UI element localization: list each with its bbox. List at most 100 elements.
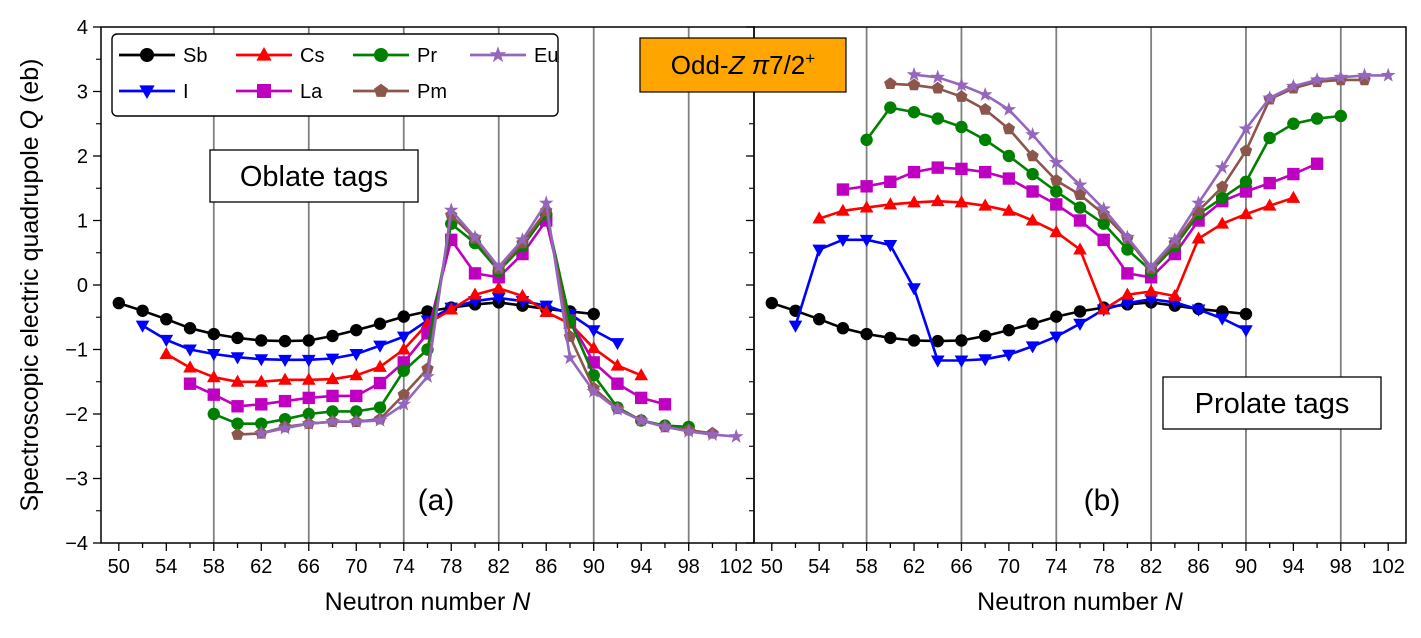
data-point-i [610, 338, 625, 351]
data-point-la [860, 180, 873, 193]
legend-marker [489, 46, 507, 63]
data-point-pm [397, 388, 410, 400]
data-point-pr [1239, 175, 1253, 188]
panels: 50 54 58 62 66 70 74 78 82 86 90 94 98 102 −4 −3 −2 −1 0 1 2… [65, 17, 1407, 616]
title-frac: 7/2 [769, 50, 805, 80]
data-point-cs [515, 288, 530, 301]
data-point-pr [1334, 109, 1348, 123]
legend-marker [257, 84, 271, 98]
data-point-cs [1049, 224, 1064, 238]
legend-label: Cs [300, 45, 324, 67]
data-point-i [278, 354, 292, 367]
x-tick-label: 70 [345, 556, 367, 578]
data-point-pr [955, 120, 968, 134]
data-point-sb [160, 312, 173, 326]
x-tick-label: 82 [1140, 556, 1162, 578]
data-point-la [1121, 267, 1134, 280]
data-point-eu [1096, 201, 1112, 216]
data-point-pm [1073, 188, 1087, 200]
data-point-pr [326, 405, 339, 418]
data-point-i [349, 349, 364, 362]
data-point-cs [468, 287, 482, 300]
data-point-eu [253, 425, 269, 440]
data-point-sb [1026, 317, 1039, 330]
data-point-la [955, 162, 968, 176]
data-point-eu [1214, 159, 1230, 174]
data-point-eu [633, 412, 649, 427]
data-point-pr [373, 401, 387, 414]
tag-label: Prolate tags [1195, 388, 1350, 420]
data-point-i [812, 244, 827, 257]
data-point-eu [1380, 67, 1396, 82]
data-point-cs [1286, 190, 1301, 203]
legend-marker [374, 83, 388, 97]
data-point-cs [301, 372, 316, 385]
plot-frame [753, 26, 1407, 544]
data-point-eu [443, 202, 459, 217]
x-tick-label: 102 [1372, 556, 1405, 578]
y-tick-label: 3 [77, 82, 88, 104]
y-tick-label: 0 [77, 275, 88, 297]
data-point-la [350, 389, 363, 403]
y-axis-label-main: Spectroscopic electric quadrupole [16, 129, 44, 511]
data-point-cs [1025, 213, 1040, 226]
data-point-sb [765, 296, 778, 310]
data-point-pr [397, 364, 410, 377]
data-point-sb [207, 327, 220, 341]
data-point-sb [978, 329, 992, 343]
legend-label: Pr [417, 45, 437, 67]
data-point-pr [978, 133, 992, 147]
data-point-i [301, 354, 316, 367]
x-tick-label: 58 [203, 556, 225, 578]
data-point-sb [326, 329, 339, 343]
data-point-i [230, 352, 245, 365]
data-point-i [183, 344, 197, 357]
data-point-la [1073, 214, 1087, 227]
data-point-i [491, 292, 506, 306]
data-point-pm [1026, 149, 1039, 162]
x-tick-label: 70 [998, 556, 1020, 578]
data-point-la [611, 377, 624, 390]
legend-entry-pm: Pm [353, 81, 447, 103]
title-pi: π [744, 50, 769, 80]
data-point-eu [930, 69, 946, 84]
legend-marker [256, 46, 272, 61]
data-point-pm [955, 90, 968, 102]
data-point-eu [586, 383, 602, 398]
data-point-cs [491, 281, 506, 294]
data-point-la [207, 388, 220, 401]
x-axis-label-main: Neutron number [325, 588, 513, 616]
y-tick-label: −3 [65, 469, 88, 491]
data-point-cs [325, 372, 340, 385]
data-point-la [1097, 233, 1110, 247]
x-tick-label: 94 [1282, 556, 1304, 578]
legend-label: I [183, 81, 189, 103]
data-point-i [396, 331, 411, 344]
data-point-la [255, 398, 268, 411]
data-point-cs [1191, 231, 1206, 244]
data-point-i [135, 320, 150, 333]
data-point-sb [931, 334, 944, 348]
data-point-i [859, 234, 874, 247]
data-point-pm [979, 103, 992, 115]
data-point-eu [1048, 154, 1064, 169]
data-point-pm [884, 77, 897, 89]
y-tick-label: −1 [65, 340, 88, 362]
data-point-pm [907, 78, 921, 91]
data-point-cs [159, 346, 174, 359]
data-point-sb [836, 322, 850, 335]
data-point-pr [350, 405, 363, 418]
data-point-eu [277, 420, 293, 435]
data-point-la [278, 394, 292, 408]
data-point-sb [1239, 307, 1253, 321]
data-point-pr [231, 417, 244, 430]
data-point-cs [230, 374, 245, 387]
data-point-i [1073, 318, 1087, 331]
data-point-pr [1263, 131, 1276, 145]
x-tick-label: 98 [678, 556, 700, 578]
data-point-i [954, 355, 969, 368]
data-point-cs [254, 374, 269, 387]
x-tick-label: 86 [535, 556, 557, 578]
x-tick-label: 90 [583, 556, 605, 578]
legend-entry-eu: Eu [470, 45, 558, 67]
